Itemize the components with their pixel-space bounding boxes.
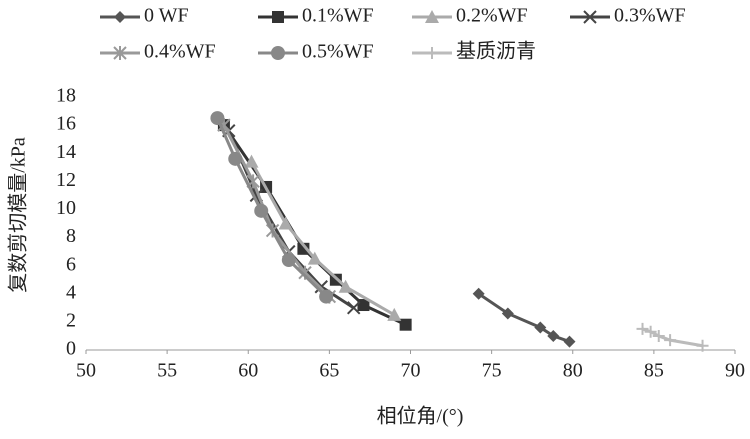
marker xyxy=(547,329,560,342)
legend-label: 0.4%WF xyxy=(144,41,216,63)
marker xyxy=(228,151,243,166)
y-tick-label: 12 xyxy=(56,169,76,191)
x-tick-label: 65 xyxy=(319,360,339,382)
marker xyxy=(319,289,334,304)
x-tick-label: 50 xyxy=(76,360,96,382)
legend-label: 基质沥青 xyxy=(456,40,536,63)
marker xyxy=(281,253,296,268)
y-axis-label: 复数剪切模量/kPa xyxy=(7,137,30,293)
marker xyxy=(696,339,709,352)
y-tick-label: 2 xyxy=(66,309,76,331)
marker xyxy=(501,307,514,320)
y-tick-label: 0 xyxy=(66,338,76,360)
marker xyxy=(210,111,225,126)
legend-label: 0 WF xyxy=(144,5,189,27)
marker xyxy=(534,321,547,334)
x-tick-label: 80 xyxy=(563,360,583,382)
legend-marker xyxy=(272,11,284,23)
legend-marker xyxy=(114,11,126,23)
x-tick-label: 75 xyxy=(482,360,502,382)
legend-marker xyxy=(113,46,127,60)
marker xyxy=(563,335,576,348)
marker xyxy=(387,307,402,321)
y-tick-label: 10 xyxy=(56,197,76,219)
marker xyxy=(636,322,649,335)
legend-label: 0.2%WF xyxy=(456,5,528,27)
y-tick-label: 16 xyxy=(56,113,76,135)
marker xyxy=(254,203,269,218)
marker xyxy=(278,216,293,230)
x-tick-label: 60 xyxy=(238,360,258,382)
marker xyxy=(644,325,657,338)
marker xyxy=(347,301,361,315)
marker xyxy=(652,329,665,342)
marker xyxy=(472,287,485,300)
x-tick-label: 70 xyxy=(401,360,421,382)
legend-marker xyxy=(426,47,438,59)
series-line xyxy=(222,124,407,327)
y-tick-label: 8 xyxy=(66,225,76,247)
legend-marker xyxy=(425,10,439,23)
y-tick-label: 18 xyxy=(56,85,76,107)
x-tick-label: 90 xyxy=(725,360,745,382)
legend-marker xyxy=(583,10,597,24)
marker xyxy=(244,154,259,168)
marker xyxy=(297,242,310,255)
x-axis-label: 相位角/(°) xyxy=(377,405,464,428)
legend-label: 0.5%WF xyxy=(302,41,374,63)
marker xyxy=(399,318,412,331)
marker xyxy=(357,299,370,312)
y-tick-label: 6 xyxy=(66,253,76,275)
marker xyxy=(664,334,677,347)
legend-label: 0.1%WF xyxy=(302,5,374,27)
marker xyxy=(338,279,353,293)
legend-label: 0.3%WF xyxy=(614,5,686,27)
x-tick-label: 55 xyxy=(157,360,177,382)
legend-marker xyxy=(271,46,285,60)
y-tick-label: 14 xyxy=(56,141,76,163)
x-tick-label: 85 xyxy=(644,360,664,382)
y-tick-label: 4 xyxy=(66,281,76,303)
marker xyxy=(307,251,322,265)
